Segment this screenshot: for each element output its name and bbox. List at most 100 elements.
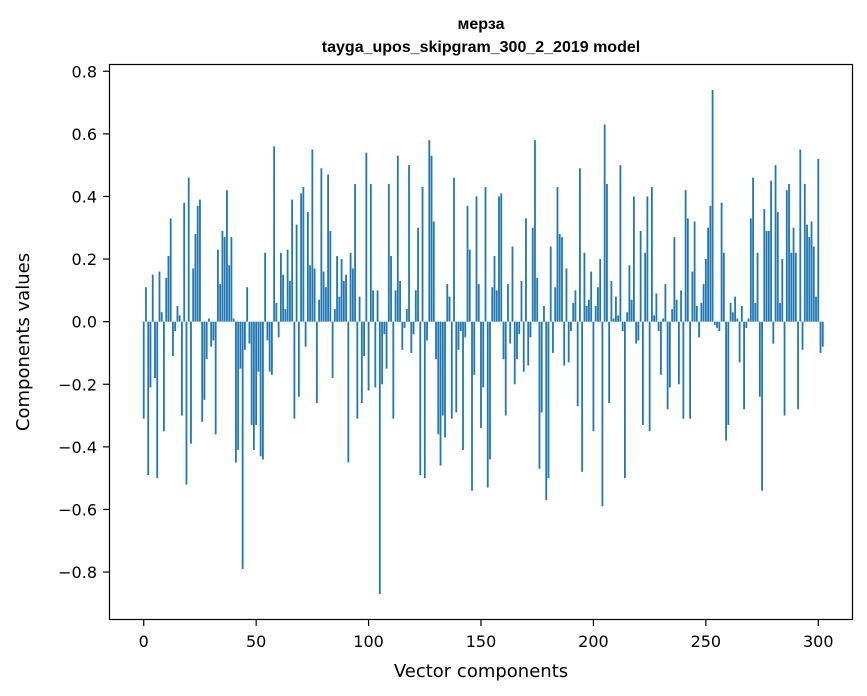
bar <box>543 306 545 322</box>
bar <box>154 321 156 378</box>
bar <box>808 237 811 322</box>
bar <box>554 287 557 322</box>
bar <box>538 321 541 469</box>
bar <box>277 321 280 338</box>
bar <box>603 124 606 322</box>
bar <box>363 321 365 357</box>
bar <box>174 321 177 332</box>
bar <box>336 255 338 322</box>
bar <box>417 227 419 322</box>
bar <box>381 321 383 385</box>
bar <box>300 193 303 322</box>
bar <box>779 302 781 322</box>
bars-group <box>142 90 824 594</box>
bar <box>686 218 689 322</box>
bar <box>565 268 568 322</box>
bar <box>650 187 653 322</box>
bar <box>385 321 388 369</box>
bar <box>257 321 260 372</box>
bar <box>806 224 808 322</box>
bar <box>740 306 743 322</box>
bar <box>217 249 219 322</box>
bar <box>349 252 352 322</box>
bar <box>745 321 748 328</box>
bar <box>302 187 305 322</box>
y-tick-label: 0.6 <box>72 125 97 144</box>
bar <box>187 177 190 322</box>
bar <box>754 302 757 322</box>
bar <box>178 315 181 322</box>
bar <box>504 321 507 416</box>
bar <box>158 271 161 322</box>
bar <box>291 199 294 322</box>
bar <box>819 321 822 353</box>
bar <box>637 321 640 341</box>
bar <box>747 318 750 322</box>
bar <box>468 249 471 322</box>
bar <box>284 309 287 322</box>
bar <box>365 152 368 322</box>
bar <box>790 252 793 322</box>
bar <box>475 196 478 322</box>
bar <box>702 284 705 322</box>
bar <box>527 321 530 366</box>
bar <box>691 271 694 322</box>
bar <box>612 318 615 322</box>
bar <box>758 321 761 397</box>
bar <box>228 265 231 322</box>
bar <box>761 321 763 491</box>
bar <box>183 202 186 322</box>
bar <box>700 302 703 322</box>
bar <box>630 299 633 322</box>
bar <box>246 287 249 322</box>
bar <box>428 140 431 322</box>
bar <box>412 321 415 335</box>
bar <box>403 321 406 328</box>
bar <box>675 299 678 322</box>
bar <box>626 312 629 322</box>
bar <box>390 255 392 322</box>
bar <box>201 321 204 422</box>
bar <box>244 321 246 350</box>
bar <box>176 306 179 322</box>
bar <box>695 306 698 322</box>
x-tick-label: 0 <box>139 632 149 651</box>
bar <box>297 321 300 397</box>
bar <box>419 321 422 476</box>
bar <box>212 321 215 341</box>
bar <box>322 271 325 322</box>
x-axis-label: Vector components <box>394 661 568 682</box>
bar <box>241 321 244 569</box>
bar <box>160 312 163 322</box>
bar <box>698 321 700 338</box>
plot-frame <box>108 63 854 621</box>
bar <box>315 321 318 404</box>
bar <box>781 259 784 322</box>
bar <box>711 90 714 322</box>
bar <box>147 321 150 476</box>
bar <box>689 321 692 419</box>
bar <box>313 268 316 322</box>
bar <box>545 321 548 501</box>
bar <box>646 196 649 322</box>
bar <box>581 321 584 472</box>
bar <box>666 321 669 410</box>
bar <box>704 259 707 322</box>
bar <box>615 296 617 322</box>
bar <box>444 321 446 438</box>
bar <box>594 306 597 322</box>
bar <box>765 230 768 322</box>
bar <box>588 299 590 322</box>
bar <box>486 321 489 488</box>
bar <box>572 302 575 322</box>
bar <box>367 321 370 391</box>
bar <box>617 315 620 322</box>
y-tick-label: −0.6 <box>58 500 97 519</box>
bar <box>729 302 732 322</box>
bar <box>358 296 361 322</box>
bar <box>659 321 662 375</box>
bar <box>639 230 642 322</box>
bar <box>799 149 802 322</box>
bar <box>167 255 170 322</box>
